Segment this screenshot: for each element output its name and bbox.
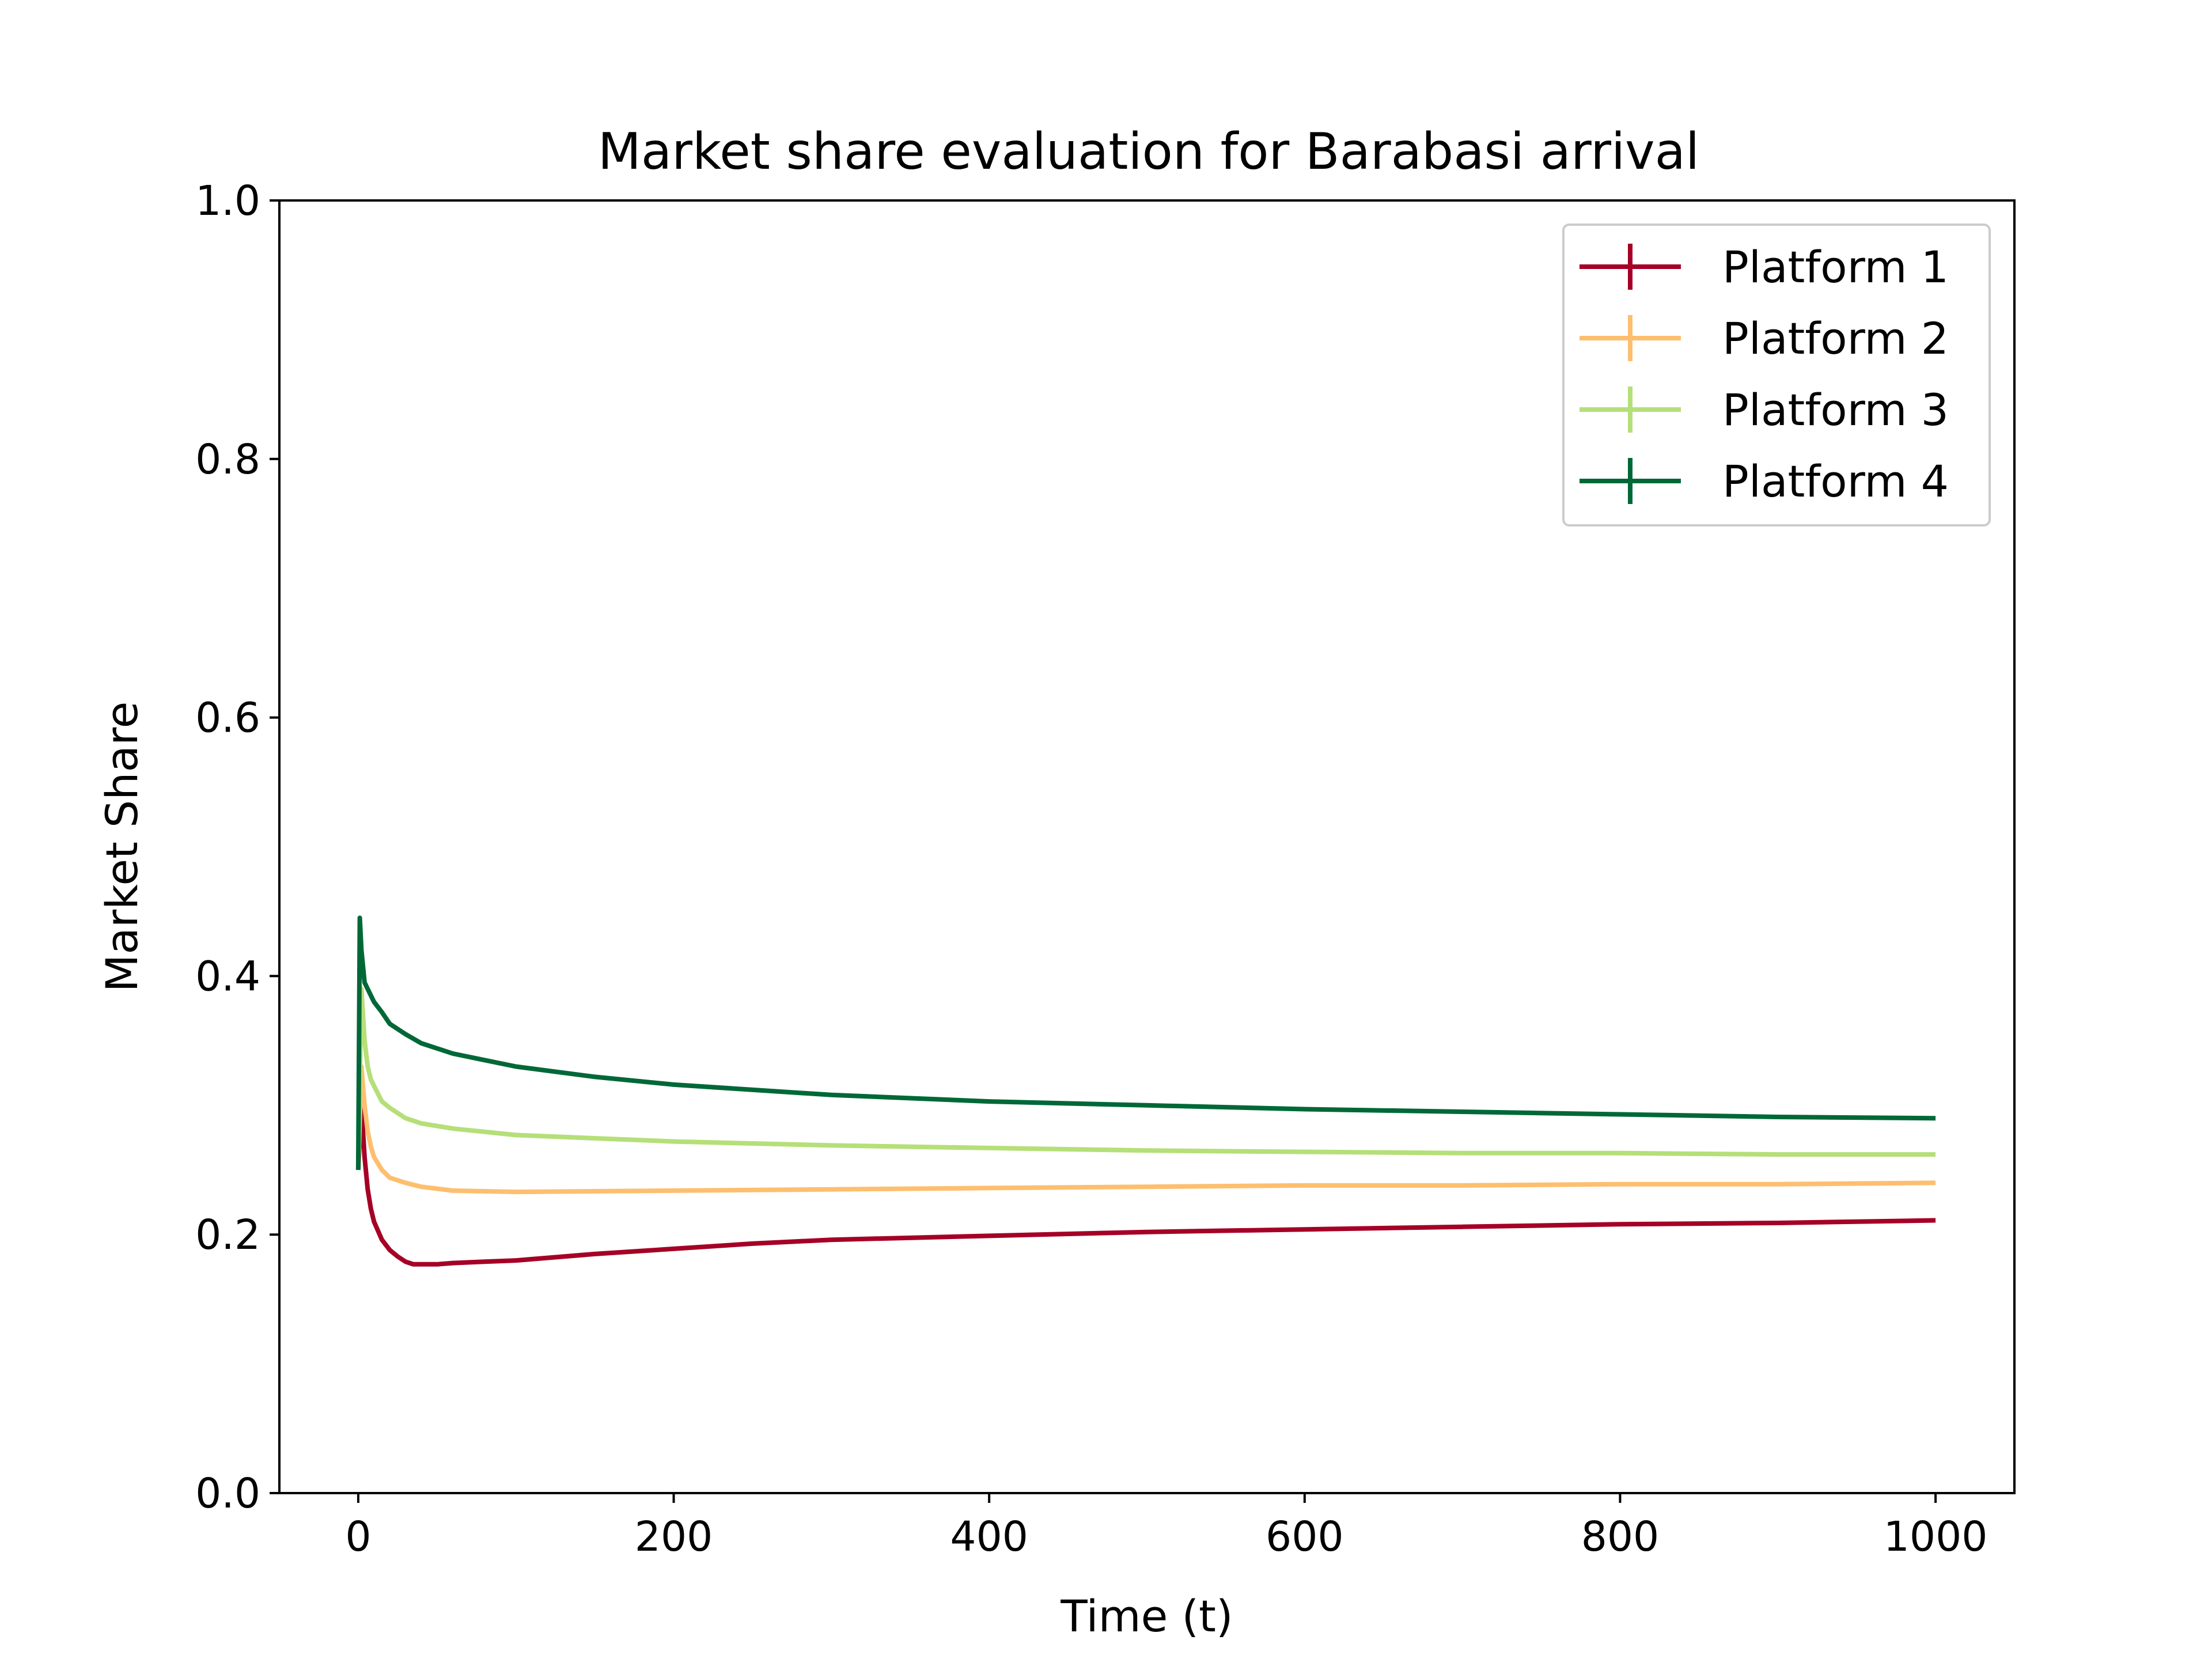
y-axis-label: Market Share [96, 702, 147, 993]
y-tick-label: 0.4 [195, 952, 260, 1000]
x-tick-label: 0 [345, 1513, 371, 1560]
x-tick-label: 800 [1581, 1513, 1660, 1560]
y-tick-label: 0.2 [195, 1211, 260, 1259]
y-axis-ticks: 0.0 0.2 0.4 0.6 0.8 1.0 [195, 177, 279, 1517]
y-tick-label: 0.6 [195, 694, 260, 742]
y-tick-label: 0.8 [195, 435, 260, 483]
series-line-platform-1 [355, 1103, 1936, 1267]
series-line-platform-4 [355, 915, 1936, 1171]
x-tick-label: 1000 [1884, 1513, 1988, 1560]
y-tick-label: 0.0 [195, 1469, 260, 1517]
series-line-platform-3 [355, 986, 1936, 1171]
x-axis-label: Time (t) [1060, 1590, 1233, 1642]
y-tick-label: 1.0 [195, 177, 260, 225]
legend-label: Platform 3 [1722, 384, 1949, 435]
legend-box [1562, 224, 1991, 527]
series-line-platform-2 [355, 1064, 1936, 1195]
legend-label: Platform 1 [1722, 241, 1949, 293]
chart-title: Market share evaluation for Barabasi arr… [598, 122, 1699, 181]
series-layer [355, 915, 1936, 1267]
x-axis-ticks: 0 200 400 600 800 1000 [345, 1493, 1987, 1560]
legend-label: Platform 2 [1722, 313, 1949, 364]
x-tick-label: 200 [635, 1513, 713, 1560]
legend: Platform 1 Platform 2 Platform 3 Platform 4 [1562, 224, 1991, 527]
legend-label: Platform 4 [1722, 456, 1949, 507]
x-tick-label: 400 [950, 1513, 1028, 1560]
legend-entries: Platform 1 Platform 2 Platform 3 Platform 4 [1580, 241, 1949, 507]
x-tick-label: 600 [1266, 1513, 1344, 1560]
plot-frame [278, 199, 2016, 1494]
